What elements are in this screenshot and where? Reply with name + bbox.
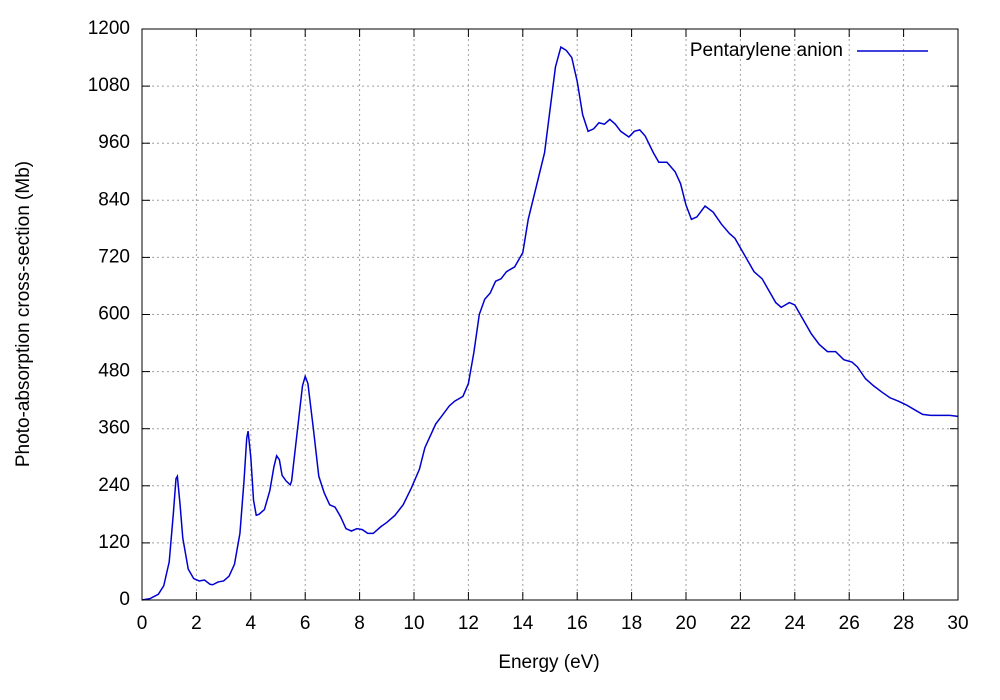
plot-border [141, 28, 959, 601]
x-tick-label: 6 [300, 613, 311, 634]
x-tick-label: 12 [458, 613, 479, 634]
y-tick-label: 960 [98, 132, 130, 153]
y-tick-label: 0 [119, 589, 130, 610]
x-tick-label: 20 [675, 613, 696, 634]
y-tick-label: 480 [98, 361, 130, 382]
y-tick-label: 1200 [88, 18, 130, 39]
x-tick-label: 0 [137, 613, 148, 634]
legend-label: Pentarylene anion [690, 40, 843, 61]
x-tick-label: 8 [354, 613, 365, 634]
x-tick-label: 30 [947, 613, 968, 634]
y-tick-label: 840 [98, 189, 130, 210]
x-tick-label: 28 [893, 613, 914, 634]
x-tick-label: 10 [403, 613, 424, 634]
x-tick-label: 24 [784, 613, 806, 634]
y-tick-label: 360 [98, 418, 130, 439]
y-axis-label: Photo-absorption cross-section (Mb) [13, 161, 34, 467]
y-tick-label: 240 [98, 475, 130, 496]
y-tick-label: 600 [98, 304, 130, 325]
x-axis-label: Energy (eV) [498, 652, 599, 673]
x-tick-label: 16 [567, 613, 588, 634]
x-tick-label: 22 [730, 613, 751, 634]
x-tick-label: 14 [512, 613, 534, 634]
x-tick-label: 2 [191, 613, 202, 634]
data-line [141, 45, 959, 601]
x-tick-label: 18 [621, 613, 642, 634]
y-tick-label: 120 [98, 532, 130, 553]
y-tick-label: 1080 [88, 75, 130, 96]
x-tick-label: 4 [246, 613, 257, 634]
y-tick-label: 720 [98, 246, 130, 267]
x-tick-label: 26 [839, 613, 860, 634]
